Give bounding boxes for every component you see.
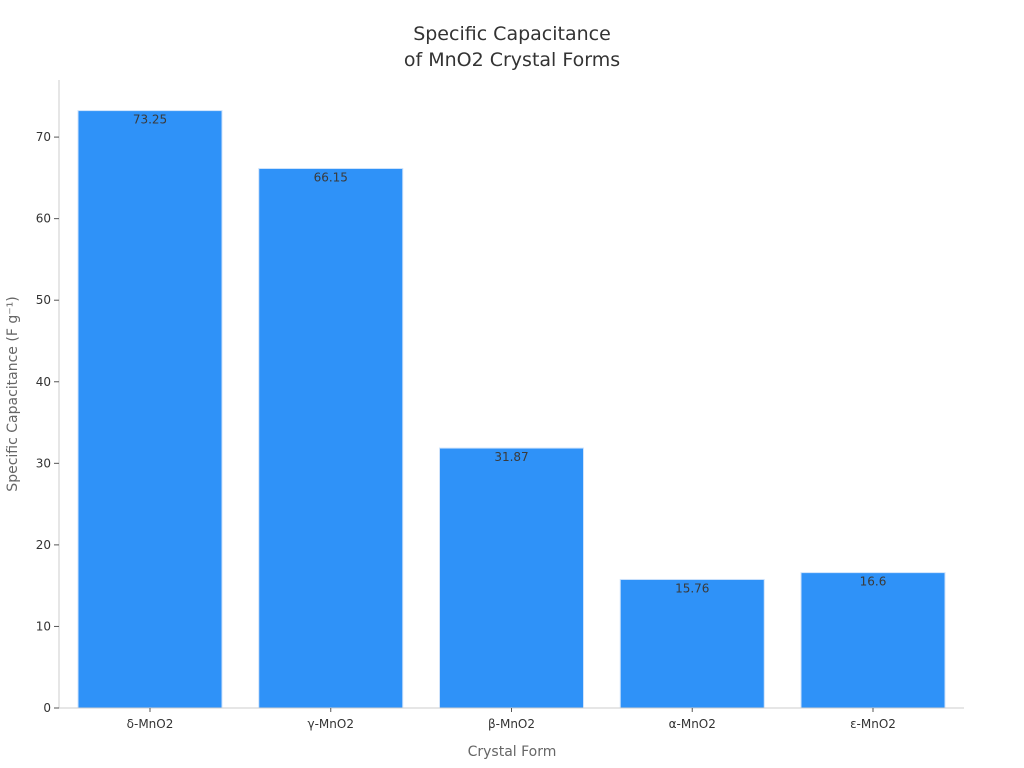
x-axis-ticks: δ-MnO2 γ-MnO2 β-MnO2 α-MnO2 ε-MnO2 xyxy=(127,708,896,731)
data-label-0: 73.25 xyxy=(133,113,167,127)
x-axis-title: Crystal Form xyxy=(468,744,557,760)
y-tick-label-0: 0 xyxy=(43,701,51,715)
data-labels-layer: 73.25 66.15 31.87 15.76 16.6 xyxy=(133,113,887,596)
bar-3 xyxy=(619,578,765,709)
x-tick-label-1: γ-MnO2 xyxy=(308,717,354,731)
y-tick-label-2: 20 xyxy=(36,538,51,552)
data-label-1: 66.15 xyxy=(314,170,348,184)
x-tick-label-3: α-MnO2 xyxy=(669,717,716,731)
y-tick-label-6: 60 xyxy=(36,212,51,226)
y-tick-label-4: 40 xyxy=(36,375,51,389)
y-axis-ticks: 0 10 20 30 40 50 60 70 xyxy=(36,130,59,715)
x-tick-label-0: δ-MnO2 xyxy=(127,717,174,731)
data-label-4: 16.6 xyxy=(860,575,887,589)
data-label-3: 15.76 xyxy=(675,581,709,595)
bars-layer xyxy=(77,110,946,709)
chart-title-line-2: of MnO2 Crystal Forms xyxy=(404,49,620,71)
bar-2 xyxy=(439,447,584,709)
y-axis-title: Specific Capacitance (F g⁻¹) xyxy=(5,296,21,491)
chart-title: Specific Capacitance of MnO2 Crystal For… xyxy=(404,23,620,71)
y-tick-label-5: 50 xyxy=(36,293,51,307)
chart-title-line-1: Specific Capacitance xyxy=(413,23,611,45)
bar-4 xyxy=(800,572,946,709)
data-label-2: 31.87 xyxy=(494,450,528,464)
x-tick-label-2: β-MnO2 xyxy=(488,717,535,731)
y-tick-label-7: 70 xyxy=(36,130,51,144)
y-tick-label-3: 30 xyxy=(36,456,51,470)
bar-0 xyxy=(77,110,223,709)
x-tick-label-4: ε-MnO2 xyxy=(850,717,896,731)
bar-1 xyxy=(258,167,404,709)
y-tick-label-1: 10 xyxy=(36,619,51,633)
